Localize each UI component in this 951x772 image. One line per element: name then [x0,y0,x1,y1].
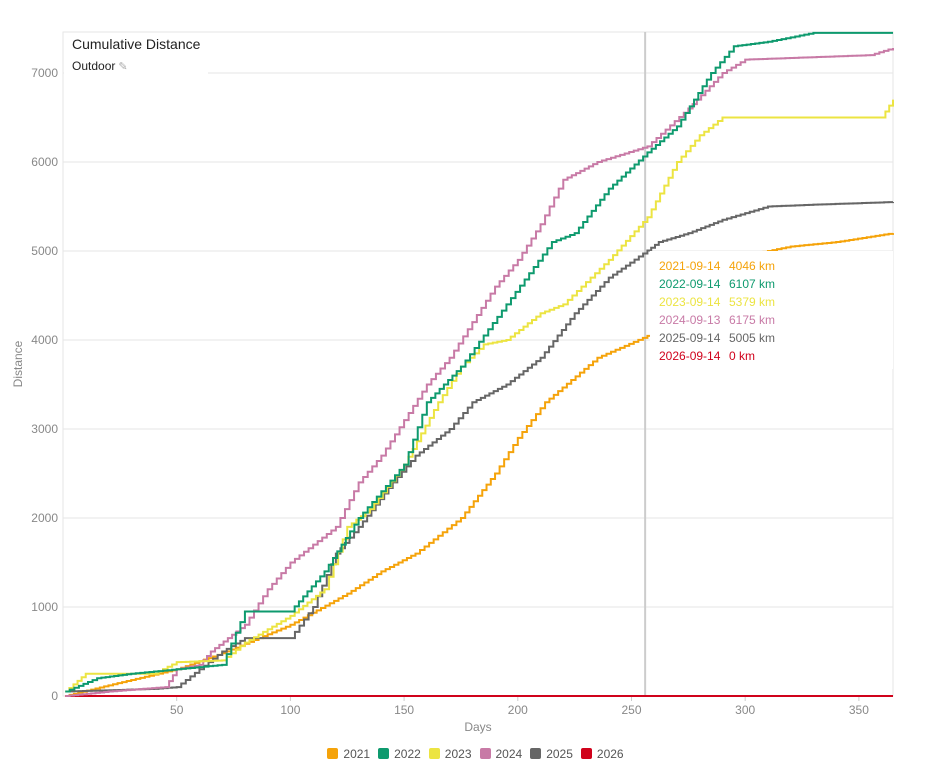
x-tick-label: 50 [170,703,184,717]
legend-label: 2024 [495,747,523,761]
series-line-2023 [65,99,894,693]
tooltip: 2021-09-14 4046 km 2022-09-14 6107 km 2023-0… [650,251,893,369]
legend-swatch [327,748,339,759]
y-axis-label: Distance [11,340,25,387]
tooltip-value: 4046 km [729,259,776,273]
legend-item-2022[interactable]: 2022 [378,747,421,761]
y-tick-label: 0 [51,689,58,703]
tooltip-row: 2026-09-14 0 km [659,349,755,363]
y-tick-label: 5000 [31,244,58,258]
legend-label: 2022 [394,747,421,761]
legend-swatch [479,748,491,759]
y-tick-label: 1000 [31,600,58,614]
y-tick-label: 4000 [31,333,58,347]
y-tick-label: 3000 [31,422,58,436]
x-tick-label: 300 [735,703,755,717]
legend-label: 2023 [444,747,472,761]
subtitle-text: Outdoor [72,59,116,73]
tooltip-row: 2021-09-14 4046 km [659,259,775,273]
tooltip-row: 2023-09-14 5379 km [659,295,775,309]
series-line-2022 [65,31,893,693]
tooltip-row: 2024-09-13 6175 km [659,313,775,327]
x-tick-label: 350 [849,703,869,717]
legend-item-2023[interactable]: 2023 [428,747,472,761]
series-line-2024 [65,48,894,697]
tooltip-value: 5379 km [729,295,776,309]
legend-swatch [428,748,440,759]
legend: 2021 2022 2023 2024 2025 2026 [0,747,951,761]
chart-title: Cumulative Distance [72,36,201,52]
y-tick-label: 6000 [31,155,58,169]
series-line-2025 [65,201,894,693]
title-box: Cumulative Distance Outdoor ✎ [64,33,208,75]
tooltip-value: 6175 km [729,313,776,327]
x-axis-label: Days [464,720,491,734]
tooltip-date: 2026-09-14 [659,349,721,363]
legend-swatch [580,748,592,759]
legend-swatch [530,748,542,759]
tooltip-value: 0 km [729,349,756,363]
chart-subtitle[interactable]: Outdoor ✎ [72,59,128,73]
y-tick-label: 2000 [31,511,58,525]
tooltip-value: 5005 km [729,331,776,345]
legend-item-2026[interactable]: 2026 [580,747,624,761]
legend-item-2024[interactable]: 2024 [479,747,523,761]
x-tick-label: 150 [394,703,414,717]
legend-label: 2026 [596,747,624,761]
tooltip-date: 2024-09-13 [659,313,721,327]
y-tick-label: 7000 [31,66,58,80]
x-tick-label: 100 [280,703,300,717]
tooltip-row: 2022-09-14 6107 km [659,277,775,291]
tooltip-date: 2022-09-14 [659,277,721,291]
x-tick-label: 250 [621,703,641,717]
x-tick-label: 200 [508,703,528,717]
legend-label: 2025 [546,747,573,761]
tooltip-row: 2025-09-14 5005 km [659,331,775,345]
tooltip-value: 6107 km [729,277,776,291]
pencil-edit-icon[interactable]: ✎ [118,61,128,73]
legend-swatch [378,748,390,759]
legend-item-2021[interactable]: 2021 [327,747,370,761]
legend-item-2025[interactable]: 2025 [530,747,573,761]
legend-label: 2021 [343,747,371,761]
tooltip-date: 2023-09-14 [659,295,721,309]
tooltip-date: 2021-09-14 [659,259,721,273]
tooltip-date: 2025-09-14 [659,331,721,345]
